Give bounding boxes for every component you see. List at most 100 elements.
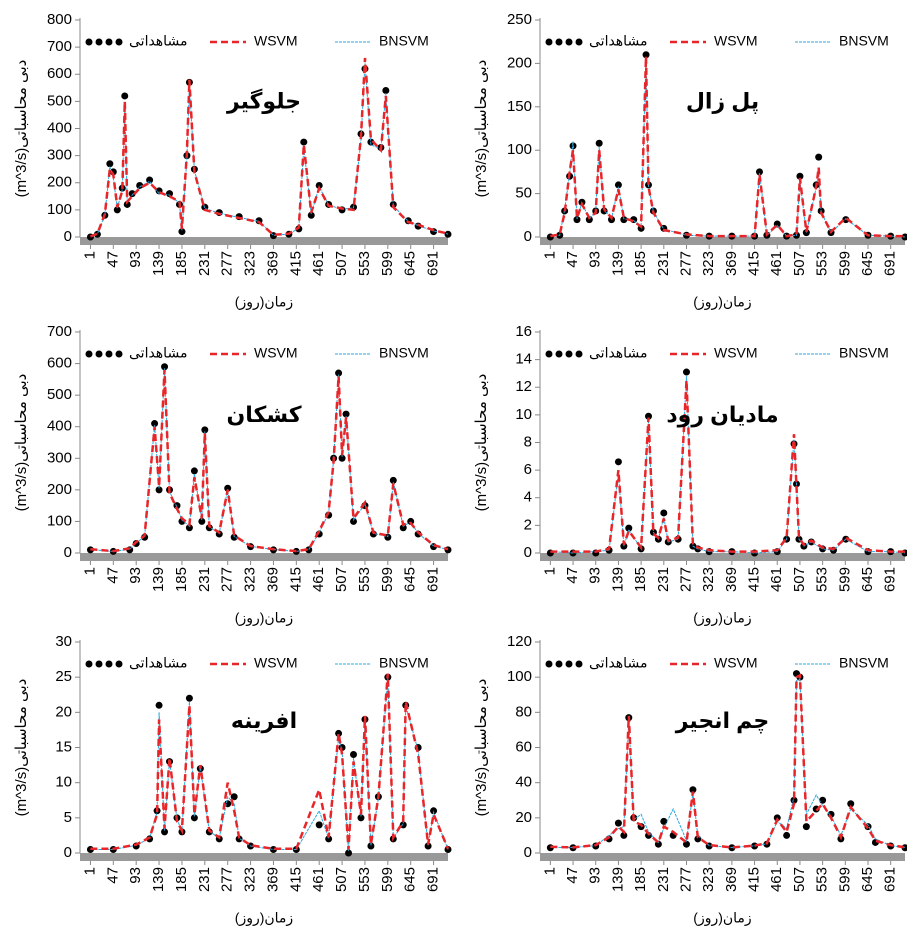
y-tick-label: 20: [515, 809, 532, 826]
x-tick-label: 599: [836, 567, 853, 592]
legend-marker: [115, 38, 123, 46]
observed-point: [802, 229, 810, 237]
x-tick-label: 139: [609, 567, 626, 592]
x-tick-label: 93: [587, 567, 604, 584]
y-tick-label: 40: [515, 774, 532, 791]
observed-point: [155, 486, 163, 494]
x-tick-label: 185: [632, 251, 649, 276]
observed-point: [166, 190, 174, 198]
series-line: [550, 678, 906, 849]
legend-label: BNSVM: [379, 345, 429, 361]
x-tick-label: 553: [814, 567, 831, 592]
x-tick-label: 553: [356, 567, 373, 592]
x-tick-label: 231: [655, 251, 672, 276]
x-tick-label: 1: [541, 867, 558, 875]
x-tick-label: 507: [791, 251, 808, 276]
observed-point: [847, 800, 855, 808]
x-axis-band: [80, 553, 448, 561]
x-axis-label: زمان(روز): [235, 610, 293, 627]
legend-marker: [115, 660, 123, 668]
y-tick-label: 20: [55, 703, 72, 720]
y-tick-label: 120: [507, 633, 532, 650]
panel: 0 100 200 300 400 500 600 700 800 1 47 93 139 185 231 2…: [13, 11, 452, 311]
observed-point: [382, 87, 390, 95]
x-tick-label: 553: [814, 251, 831, 276]
x-tick-label: 599: [836, 251, 853, 276]
x-tick-label: 691: [425, 251, 442, 276]
legend-label: مشاهداتی: [589, 655, 647, 671]
observed-point: [350, 751, 358, 759]
x-tick-label: 277: [219, 251, 236, 276]
y-tick-label: 100: [507, 668, 532, 685]
observed-point: [198, 517, 206, 525]
observed-point: [224, 484, 232, 492]
x-tick-label: 369: [264, 867, 281, 892]
x-tick-label: 47: [564, 251, 581, 268]
panel: 0 50 100 150 200 250 1 47 93 139 185 231 277 323 369 41…: [473, 11, 907, 311]
x-tick-label: 231: [196, 251, 213, 276]
observed-point: [325, 835, 333, 843]
y-tick-label: 50: [515, 185, 532, 202]
observed-point: [755, 168, 763, 176]
x-tick-label: 415: [746, 251, 763, 276]
x-tick-label: 1: [541, 251, 558, 259]
y-tick-label: 8: [524, 433, 532, 450]
series-line: [550, 56, 905, 238]
x-tick-label: 691: [882, 567, 899, 592]
x-tick-label: 599: [379, 251, 396, 276]
x-tick-label: 47: [564, 867, 581, 884]
legend-label: BNSVM: [839, 33, 889, 49]
observed-point: [190, 814, 198, 822]
y-tick-label: 25: [55, 668, 72, 685]
legend-label: WSVM: [714, 33, 758, 49]
observed-point: [178, 228, 186, 236]
panel-title: افرینه: [231, 708, 297, 734]
legend-label: BNSVM: [839, 655, 889, 671]
x-tick-label: 47: [564, 567, 581, 584]
x-tick-label: 139: [150, 867, 167, 892]
observed-point: [645, 412, 653, 420]
x-tick-label: 415: [746, 867, 763, 892]
y-axis-label: (m^3/s)دبی محاسباتی: [473, 60, 490, 198]
y-axis-label: (m^3/s)دبی محاسباتی: [473, 679, 490, 817]
x-tick-label: 93: [587, 251, 604, 268]
legend-label: مشاهداتی: [129, 655, 187, 671]
y-tick-label: 300: [47, 147, 72, 164]
y-tick-label: 80: [515, 703, 532, 720]
observed-point: [190, 467, 198, 475]
x-axis-label: زمان(روز): [693, 294, 751, 311]
legend-label: WSVM: [254, 345, 298, 361]
series-line: [90, 369, 449, 553]
observed-point: [338, 454, 346, 462]
x-tick-label: 93: [587, 867, 604, 884]
observed-point: [350, 517, 358, 525]
legend-label: WSVM: [714, 655, 758, 671]
observed-point: [155, 701, 163, 709]
x-tick-label: 1: [81, 251, 98, 259]
x-tick-label: 599: [379, 567, 396, 592]
y-tick-label: 100: [47, 201, 72, 218]
legend-marker: [105, 660, 113, 668]
observed-point: [357, 814, 365, 822]
x-tick-label: 645: [402, 251, 419, 276]
y-tick-label: 12: [515, 378, 532, 395]
x-tick-label: 691: [882, 251, 899, 276]
legend-label: BNSVM: [379, 655, 429, 671]
x-tick-label: 47: [104, 251, 121, 268]
x-tick-label: 277: [219, 867, 236, 892]
x-tick-label: 277: [677, 567, 694, 592]
y-tick-label: 10: [515, 406, 532, 423]
x-tick-label: 691: [425, 867, 442, 892]
observed-point: [614, 458, 622, 466]
series-line: [550, 380, 905, 553]
y-tick-label: 100: [507, 141, 532, 158]
x-tick-label: 507: [791, 567, 808, 592]
series-line: [89, 57, 449, 238]
x-tick-label: 1: [81, 567, 98, 575]
x-tick-label: 323: [242, 867, 259, 892]
observed-point: [660, 509, 668, 517]
x-tick-label: 185: [632, 867, 649, 892]
x-axis-band: [80, 237, 448, 245]
legend-marker: [565, 38, 573, 46]
